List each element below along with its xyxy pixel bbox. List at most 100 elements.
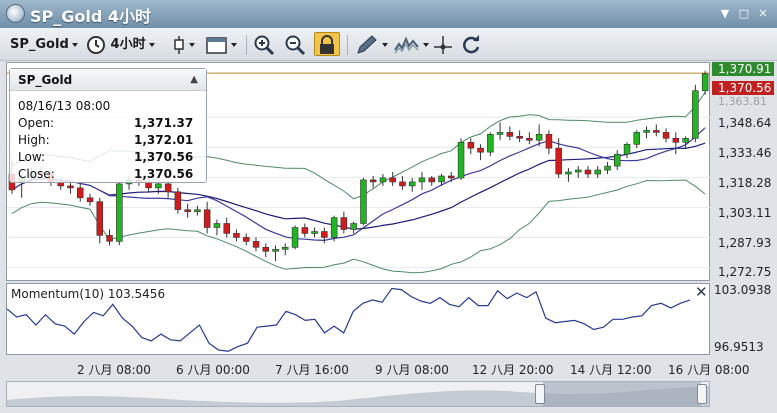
chevron-down-icon: [231, 42, 237, 47]
candle-body: [692, 90, 699, 139]
navigator-scrollbar[interactable]: [6, 381, 710, 407]
candle-body: [438, 175, 445, 183]
chevron-down-icon: [189, 42, 195, 47]
row-value: 1,371.37: [134, 116, 194, 130]
time-tick: 6 八月 00:00: [176, 363, 250, 377]
title-bar[interactable]: SP_Gold 4小时 ▼ □ ✕: [0, 0, 777, 28]
candle-body: [184, 209, 191, 212]
refresh-button[interactable]: [460, 33, 482, 56]
info-panel-header: SP_Gold ▲: [10, 69, 206, 91]
zoom-in-icon: [254, 35, 275, 55]
moving-average-slow-line: [11, 142, 706, 230]
symbol-label: SP_Gold: [10, 37, 69, 52]
candle-body: [682, 138, 689, 143]
candle-body: [379, 177, 387, 183]
candle-body: [574, 169, 582, 173]
zoom-in-button[interactable]: [253, 33, 275, 56]
window-layout-dropdown[interactable]: [206, 33, 237, 56]
candle-body: [311, 231, 318, 234]
candle-body: [594, 169, 601, 175]
crosshair-button[interactable]: [432, 33, 454, 56]
candle-body: [174, 191, 182, 210]
app-logo-icon: [6, 4, 25, 23]
restore-icon[interactable]: □: [738, 7, 750, 20]
indicators-dropdown[interactable]: [394, 33, 429, 56]
chevron-down-icon: [423, 42, 429, 47]
minimize-icon[interactable]: ▼: [720, 7, 730, 20]
row-value: 1,372.01: [134, 133, 194, 147]
timeframe-dropdown[interactable]: 4小时: [86, 33, 155, 56]
info-row-close: Close: 1,370.56: [18, 166, 198, 182]
navigator-left-handle[interactable]: [535, 384, 545, 404]
window-icon: [206, 36, 227, 54]
price-tick: 1,333.46: [718, 146, 772, 160]
navigator-preview: [7, 382, 709, 406]
price-tick: 1,348.64: [718, 116, 772, 130]
navigator-right-handle[interactable]: [697, 384, 707, 404]
zoom-out-button[interactable]: [284, 33, 306, 56]
ohlc-info-panel[interactable]: SP_Gold ▲ 08/16/13 08:00 Open: 1,371.37 H…: [9, 68, 207, 183]
info-row-low: Low: 1,370.56: [18, 149, 198, 165]
candle-body: [604, 165, 611, 171]
candle-body: [643, 130, 650, 133]
price-tick: 1,287.93: [718, 236, 772, 250]
price-tick: 1,272.75: [718, 265, 772, 279]
symbol-dropdown[interactable]: SP_Gold: [10, 33, 78, 56]
candle-body: [203, 209, 211, 228]
candle-body: [506, 132, 514, 137]
time-tick: 2 八月 08:00: [77, 363, 151, 377]
pen-icon: [357, 34, 377, 54]
candle-body: [613, 153, 621, 167]
candle-body: [535, 134, 543, 141]
indicator-icon: [394, 36, 419, 53]
time-tick: 16 八月 08:00: [668, 363, 750, 377]
row-label: Low:: [18, 150, 46, 164]
candle-body: [369, 179, 377, 183]
toolbar-divider: [246, 35, 247, 55]
candle-body: [301, 227, 309, 234]
lock-scroll-button[interactable]: [314, 32, 340, 56]
crosshair-icon: [434, 35, 452, 54]
momentum-axis-bottom: 96.9513: [714, 340, 764, 354]
momentum-line: [7, 287, 691, 352]
candle-body: [555, 147, 562, 175]
price-tick-partial: 1,363.81: [718, 95, 767, 108]
lock-icon: [320, 34, 334, 54]
close-pane-icon[interactable]: ✕: [695, 283, 708, 301]
moving-average-fast-line: [11, 127, 706, 242]
candle-body: [243, 237, 250, 242]
candle-body: [408, 181, 416, 187]
candle-body: [447, 175, 455, 179]
toolbar-divider: [347, 35, 348, 55]
top-price-label: 1,370.91: [712, 62, 774, 76]
momentum-chart[interactable]: [7, 284, 710, 354]
candle-body: [340, 217, 348, 230]
candle-body: [545, 134, 553, 149]
chart-type-dropdown[interactable]: [172, 33, 195, 56]
candle-body: [223, 223, 231, 234]
window-title: SP_Gold 4小时: [30, 7, 152, 26]
clock-icon: [87, 35, 105, 54]
momentum-axis-top: 103.0938: [714, 283, 772, 297]
current-price-label: 1,370.56: [712, 81, 774, 95]
candle-body: [399, 181, 406, 187]
candle-body: [584, 169, 592, 175]
candle-body: [213, 223, 221, 228]
toolbar: SP_Gold 4小时: [0, 28, 777, 61]
info-row-high: High: 1,372.01: [18, 132, 198, 148]
candle-body: [653, 130, 660, 133]
candle-body: [86, 197, 94, 203]
zoom-out-icon: [285, 35, 306, 55]
momentum-title: Momentum(10) 103.5456: [11, 287, 166, 301]
candle-body: [281, 247, 289, 250]
candle-body: [262, 247, 270, 252]
time-tick: 14 八月 12:00: [570, 363, 652, 377]
drawing-tools-dropdown[interactable]: [355, 33, 388, 56]
close-icon[interactable]: ✕: [758, 7, 768, 20]
candle-body: [701, 73, 709, 92]
row-value: 1,370.56: [134, 150, 194, 164]
candle-type-icon: [174, 35, 184, 54]
row-label: Open:: [18, 116, 55, 130]
collapse-icon[interactable]: ▲: [190, 74, 198, 85]
